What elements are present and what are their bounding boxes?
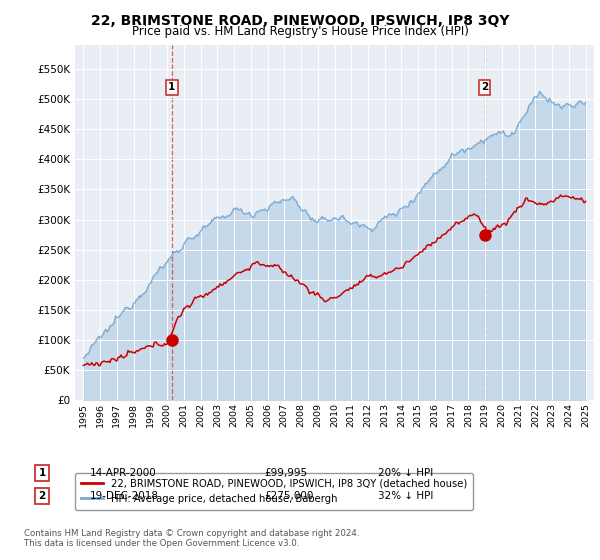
Text: 1: 1 bbox=[169, 82, 176, 92]
Text: 2: 2 bbox=[481, 82, 488, 92]
Text: £99,995: £99,995 bbox=[264, 468, 307, 478]
Text: Price paid vs. HM Land Registry's House Price Index (HPI): Price paid vs. HM Land Registry's House … bbox=[131, 25, 469, 38]
Text: 1: 1 bbox=[38, 468, 46, 478]
Text: 20% ↓ HPI: 20% ↓ HPI bbox=[378, 468, 433, 478]
Text: 32% ↓ HPI: 32% ↓ HPI bbox=[378, 491, 433, 501]
Legend: 22, BRIMSTONE ROAD, PINEWOOD, IPSWICH, IP8 3QY (detached house), HPI: Average pr: 22, BRIMSTONE ROAD, PINEWOOD, IPSWICH, I… bbox=[75, 473, 473, 510]
Text: Contains HM Land Registry data © Crown copyright and database right 2024.: Contains HM Land Registry data © Crown c… bbox=[24, 529, 359, 538]
Text: 22, BRIMSTONE ROAD, PINEWOOD, IPSWICH, IP8 3QY: 22, BRIMSTONE ROAD, PINEWOOD, IPSWICH, I… bbox=[91, 14, 509, 28]
Text: £275,000: £275,000 bbox=[264, 491, 313, 501]
Text: 19-DEC-2018: 19-DEC-2018 bbox=[90, 491, 159, 501]
Text: 14-APR-2000: 14-APR-2000 bbox=[90, 468, 157, 478]
Text: This data is licensed under the Open Government Licence v3.0.: This data is licensed under the Open Gov… bbox=[24, 539, 299, 548]
Text: 2: 2 bbox=[38, 491, 46, 501]
